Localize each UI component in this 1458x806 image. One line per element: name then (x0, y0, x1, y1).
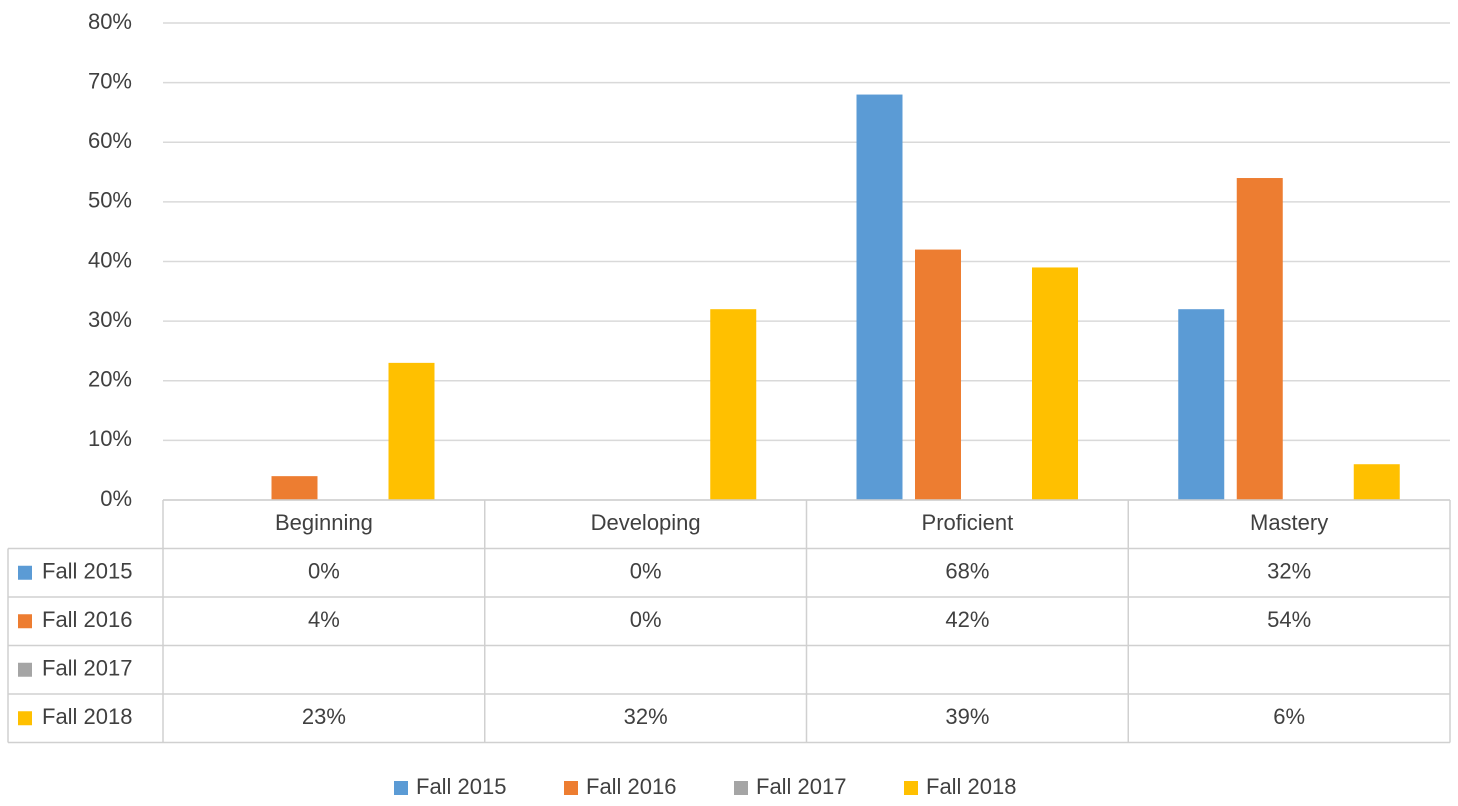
table-row-label: Fall 2015 (42, 559, 133, 584)
bar (1353, 464, 1400, 500)
y-tick-label: 20% (88, 367, 132, 392)
y-tick-label: 60% (88, 128, 132, 153)
table-cell: 0% (308, 559, 340, 584)
bar (271, 476, 318, 500)
legend-key (564, 781, 578, 795)
table-row-label: Fall 2016 (42, 607, 133, 632)
legend-key (904, 781, 918, 795)
bar (1178, 309, 1225, 500)
bar (915, 249, 961, 500)
y-tick-label: 50% (88, 188, 132, 213)
legend-label: Fall 2016 (586, 774, 677, 799)
y-tick-label: 70% (88, 68, 132, 93)
x-tick-label: Mastery (1250, 510, 1328, 535)
table-cell: 6% (1273, 704, 1305, 729)
legend-label: Fall 2015 (416, 774, 507, 799)
bar (1236, 178, 1283, 500)
table-cell: 23% (302, 704, 346, 729)
legend-key (394, 781, 408, 795)
legend-label: Fall 2017 (756, 774, 847, 799)
legend-key (734, 781, 748, 795)
table-cell: 0% (630, 607, 662, 632)
legend-label: Fall 2018 (926, 774, 1017, 799)
table-cell: 39% (945, 704, 989, 729)
table-legend-key (18, 662, 32, 677)
y-tick-label: 40% (88, 247, 132, 272)
table-legend-key (18, 614, 32, 629)
bar (710, 309, 757, 500)
table-cell: 32% (1267, 559, 1311, 584)
table-cell: 68% (945, 559, 989, 584)
bar (388, 362, 435, 500)
bar (1032, 267, 1078, 500)
table-cell: 32% (624, 704, 668, 729)
table-row-label: Fall 2017 (42, 656, 133, 681)
x-tick-label: Proficient (922, 510, 1014, 535)
x-tick-label: Beginning (275, 510, 373, 535)
table-cell: 4% (308, 607, 340, 632)
table-legend-key (18, 565, 32, 580)
table-legend-key (18, 711, 32, 726)
bar (856, 94, 903, 501)
y-tick-label: 80% (88, 9, 132, 34)
y-tick-label: 10% (88, 426, 132, 451)
table-row-label: Fall 2018 (42, 704, 133, 729)
x-tick-label: Developing (591, 510, 701, 535)
table-cell: 42% (945, 607, 989, 632)
table-cell: 54% (1267, 607, 1311, 632)
y-tick-label: 0% (100, 486, 132, 511)
y-tick-label: 30% (88, 307, 132, 332)
table-cell: 0% (630, 559, 662, 584)
